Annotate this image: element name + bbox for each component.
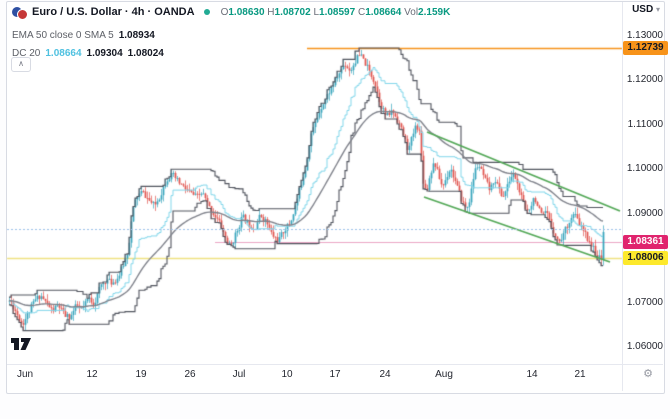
- time-tick-label: 10: [281, 369, 293, 380]
- open-value: 1.08630: [228, 6, 265, 18]
- indicator-row-donchian[interactable]: DC 20 1.08664 1.09304 1.08024: [12, 46, 450, 61]
- price-label-badge: 1.12739: [623, 41, 668, 55]
- time-tick-label: Jul: [232, 369, 246, 380]
- price-axis-currency[interactable]: USD ▾: [632, 4, 660, 15]
- currency-label: USD: [632, 4, 654, 15]
- price-tick-label: 1.09000: [626, 208, 663, 219]
- time-tick-label: 12: [86, 369, 98, 380]
- dc-indicator-label: DC 20: [12, 48, 41, 59]
- indicator-row-ema[interactable]: EMA 50 close 0 SMA 5 1.08934: [12, 28, 450, 43]
- market-status-dot-icon: [203, 9, 210, 15]
- time-tick-label: 19: [135, 369, 147, 380]
- time-tick-label: 14: [526, 369, 538, 380]
- price-tick-label: 1.06000: [626, 341, 663, 352]
- dc-upper-value: 1.09304: [86, 48, 123, 59]
- time-tick-label: 21: [574, 369, 586, 380]
- legend-collapse-button[interactable]: ∧: [11, 57, 31, 72]
- time-tick-label: Aug: [435, 369, 453, 380]
- symbol-title-row[interactable]: Euro / U.S. Dollar · 4h · OANDA O1.08630…: [12, 3, 450, 21]
- price-tick-label: 1.13000: [626, 30, 663, 41]
- high-value: 1.08702: [274, 6, 311, 18]
- volume-value: 2.159K: [418, 6, 451, 18]
- price-tick-label: 1.07000: [626, 297, 663, 308]
- symbol-title[interactable]: Euro / U.S. Dollar · 4h · OANDA: [32, 6, 195, 18]
- price-label-badge: 1.08361: [623, 235, 668, 249]
- tradingview-logo[interactable]: [10, 337, 32, 356]
- price-tick-label: 1.12000: [626, 74, 663, 85]
- currency-pair-icon: [12, 6, 28, 20]
- open-label: O: [220, 6, 229, 18]
- ema-indicator-label: EMA 50 close 0 SMA 5: [12, 30, 114, 41]
- volume-label: Vol: [404, 6, 419, 18]
- low-value: 1.08597: [319, 6, 356, 18]
- dc-basis-value: 1.08664: [45, 48, 82, 59]
- price-axis-separator: [622, 2, 623, 391]
- price-tick-label: 1.10000: [626, 163, 663, 174]
- close-label: C: [357, 6, 366, 18]
- high-label: H: [267, 6, 275, 18]
- ema-indicator-value: 1.08934: [118, 30, 155, 41]
- ohlc-readout: O1.08630 H1.08702 L1.08597 C1.08664 Vol2…: [221, 7, 451, 18]
- time-tick-label: Jun: [16, 369, 34, 380]
- dc-lower-value: 1.08024: [127, 48, 164, 59]
- time-tick-label: 24: [379, 369, 391, 380]
- time-tick-label: 26: [184, 369, 196, 380]
- time-axis-separator: [7, 364, 663, 365]
- chevron-down-icon: ▾: [655, 5, 660, 14]
- chart-legend: Euro / U.S. Dollar · 4h · OANDA O1.08630…: [12, 3, 450, 61]
- price-tick-label: 1.11000: [627, 119, 663, 130]
- low-label: L: [313, 6, 320, 18]
- time-tick-label: 17: [329, 369, 341, 380]
- price-label-badge: 1.08006: [623, 251, 668, 265]
- close-value: 1.08664: [365, 6, 402, 18]
- gear-icon[interactable]: ⚙: [643, 368, 653, 380]
